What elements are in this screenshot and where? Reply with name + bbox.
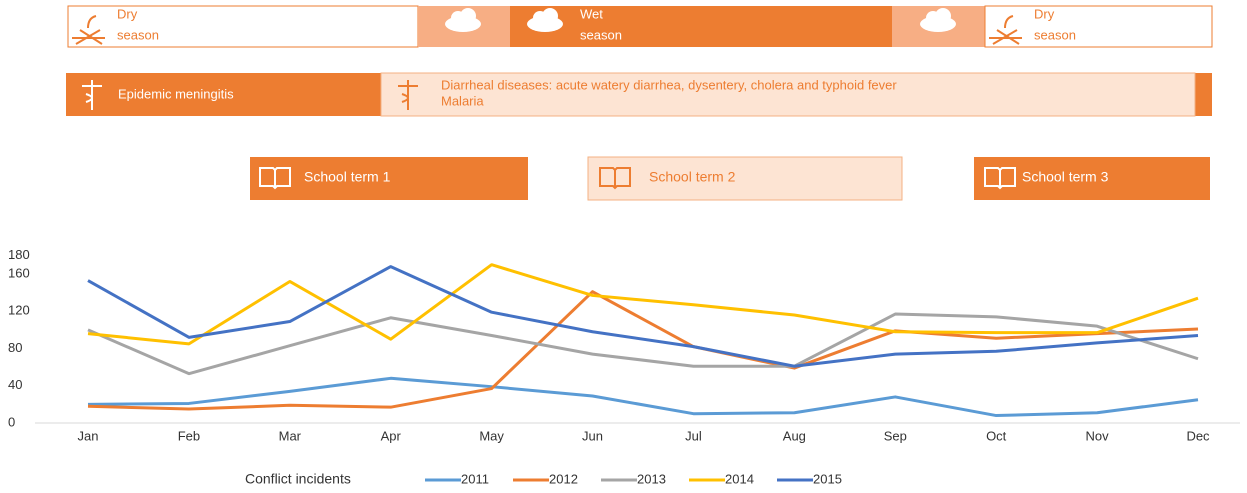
series-line [87,265,1199,368]
x-tick-label: Aug [783,428,806,443]
book-icon [259,167,291,190]
season-title: Dry [117,6,138,21]
dry-icon [989,15,1022,45]
series-line [87,312,1199,376]
disease-band [380,72,1196,117]
legend-label: 2013 [637,471,666,486]
book-icon [599,167,631,190]
cloud-icon [920,8,956,32]
disease-label: Epidemic meningitis [118,86,234,101]
x-tick-label: May [479,428,504,443]
x-tick-label: Sep [884,428,907,443]
dry-season-band [67,5,419,48]
school-term-label: School term 2 [649,169,736,185]
cloud-icon [527,8,563,32]
y-tick-label: 0 [8,414,15,429]
season-sub: season [580,27,622,42]
book-icon [984,167,1016,190]
cloud-icon [445,8,481,32]
season-title: Dry [1034,6,1055,21]
legend-title: Conflict incidents [245,471,351,487]
legend-label: 2011 [461,471,489,486]
x-tick-label: Feb [178,428,200,443]
y-tick-label: 180 [8,247,30,262]
x-tick-label: Dec [1186,428,1210,443]
season-sub: season [117,27,159,42]
disease-label: Malaria [441,93,484,108]
x-tick-label: Apr [381,428,402,443]
x-tick-label: Jan [78,428,99,443]
x-tick-label: Mar [279,428,302,443]
y-tick-label: 40 [8,377,22,392]
wet-season-band [510,6,892,47]
x-tick-label: Oct [986,428,1007,443]
legend-label: 2014 [725,471,754,486]
series-line [87,263,1199,346]
school-term-label: School term 3 [1022,169,1109,185]
legend-label: 2012 [549,471,578,486]
school-term-band [250,157,528,200]
x-tick-label: Nov [1086,428,1110,443]
y-tick-label: 120 [8,303,30,318]
season-title: Wet [580,6,603,21]
y-tick-label: 80 [8,340,22,355]
series-line [87,290,1199,411]
series-line [87,376,1199,418]
x-tick-label: Jun [582,428,603,443]
school-term-band [587,156,903,201]
school-term-label: School term 1 [304,169,391,185]
dry-icon [72,15,105,45]
caduceus-icon [82,80,102,110]
school-term-band [974,157,1210,200]
caduceus-icon [398,80,418,110]
dry-season-band [984,5,1213,48]
legend-label: 2015 [813,471,842,486]
disease-label: Diarrheal diseases: acute watery diarrhe… [441,77,897,92]
x-tick-label: Jul [685,428,702,443]
season-sub: season [1034,27,1076,42]
y-tick-label: 160 [8,265,30,280]
